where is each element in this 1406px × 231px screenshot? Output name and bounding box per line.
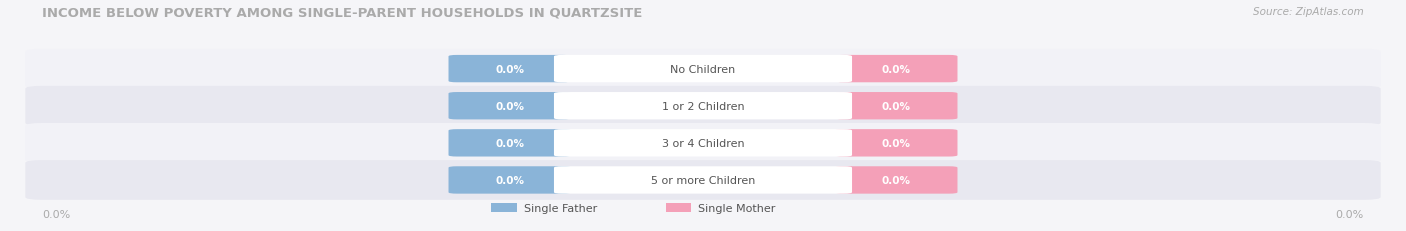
FancyBboxPatch shape (449, 56, 571, 83)
FancyBboxPatch shape (835, 130, 957, 157)
FancyBboxPatch shape (554, 56, 852, 83)
FancyBboxPatch shape (449, 93, 571, 120)
Text: 0.0%: 0.0% (1336, 210, 1364, 219)
FancyBboxPatch shape (449, 130, 571, 157)
FancyBboxPatch shape (492, 203, 517, 213)
FancyBboxPatch shape (25, 123, 1381, 163)
Text: 0.0%: 0.0% (882, 101, 911, 111)
Text: 0.0%: 0.0% (42, 210, 70, 219)
Text: 5 or more Children: 5 or more Children (651, 175, 755, 185)
Text: 0.0%: 0.0% (495, 138, 524, 148)
FancyBboxPatch shape (554, 167, 852, 194)
FancyBboxPatch shape (25, 86, 1381, 126)
FancyBboxPatch shape (835, 93, 957, 120)
Text: Single Father: Single Father (524, 203, 598, 213)
Text: 0.0%: 0.0% (882, 64, 911, 74)
FancyBboxPatch shape (554, 130, 852, 157)
FancyBboxPatch shape (25, 160, 1381, 200)
FancyBboxPatch shape (835, 56, 957, 83)
Text: 0.0%: 0.0% (495, 175, 524, 185)
Text: Source: ZipAtlas.com: Source: ZipAtlas.com (1253, 7, 1364, 17)
Text: No Children: No Children (671, 64, 735, 74)
FancyBboxPatch shape (835, 167, 957, 194)
FancyBboxPatch shape (25, 49, 1381, 89)
Text: 0.0%: 0.0% (882, 175, 911, 185)
Text: Single Mother: Single Mother (699, 203, 776, 213)
FancyBboxPatch shape (554, 93, 852, 120)
Text: 0.0%: 0.0% (495, 64, 524, 74)
Text: INCOME BELOW POVERTY AMONG SINGLE-PARENT HOUSEHOLDS IN QUARTZSITE: INCOME BELOW POVERTY AMONG SINGLE-PARENT… (42, 7, 643, 20)
FancyBboxPatch shape (449, 167, 571, 194)
Text: 0.0%: 0.0% (495, 101, 524, 111)
Text: 0.0%: 0.0% (882, 138, 911, 148)
Text: 1 or 2 Children: 1 or 2 Children (662, 101, 744, 111)
Text: 3 or 4 Children: 3 or 4 Children (662, 138, 744, 148)
FancyBboxPatch shape (666, 203, 692, 213)
